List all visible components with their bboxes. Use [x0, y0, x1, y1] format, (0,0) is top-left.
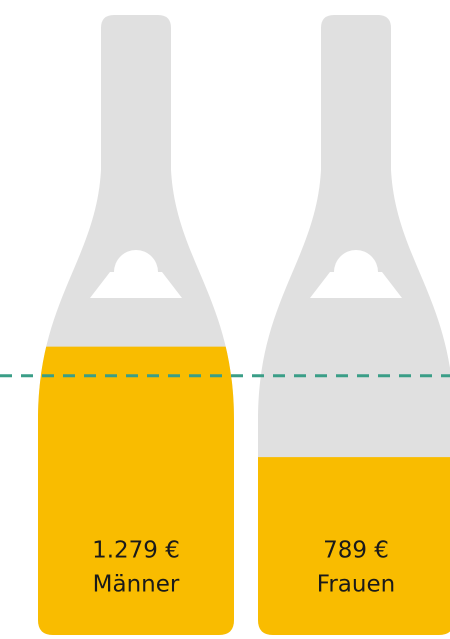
fill-level [38, 346, 234, 635]
value-label: 789 € [323, 538, 389, 564]
label-emblem-circle [334, 250, 378, 294]
fill-level [258, 457, 450, 635]
category-label: Frauen [317, 572, 395, 598]
value-label: 1.279 € [92, 538, 180, 564]
label-emblem-circle [114, 250, 158, 294]
category-label: Männer [93, 572, 180, 598]
